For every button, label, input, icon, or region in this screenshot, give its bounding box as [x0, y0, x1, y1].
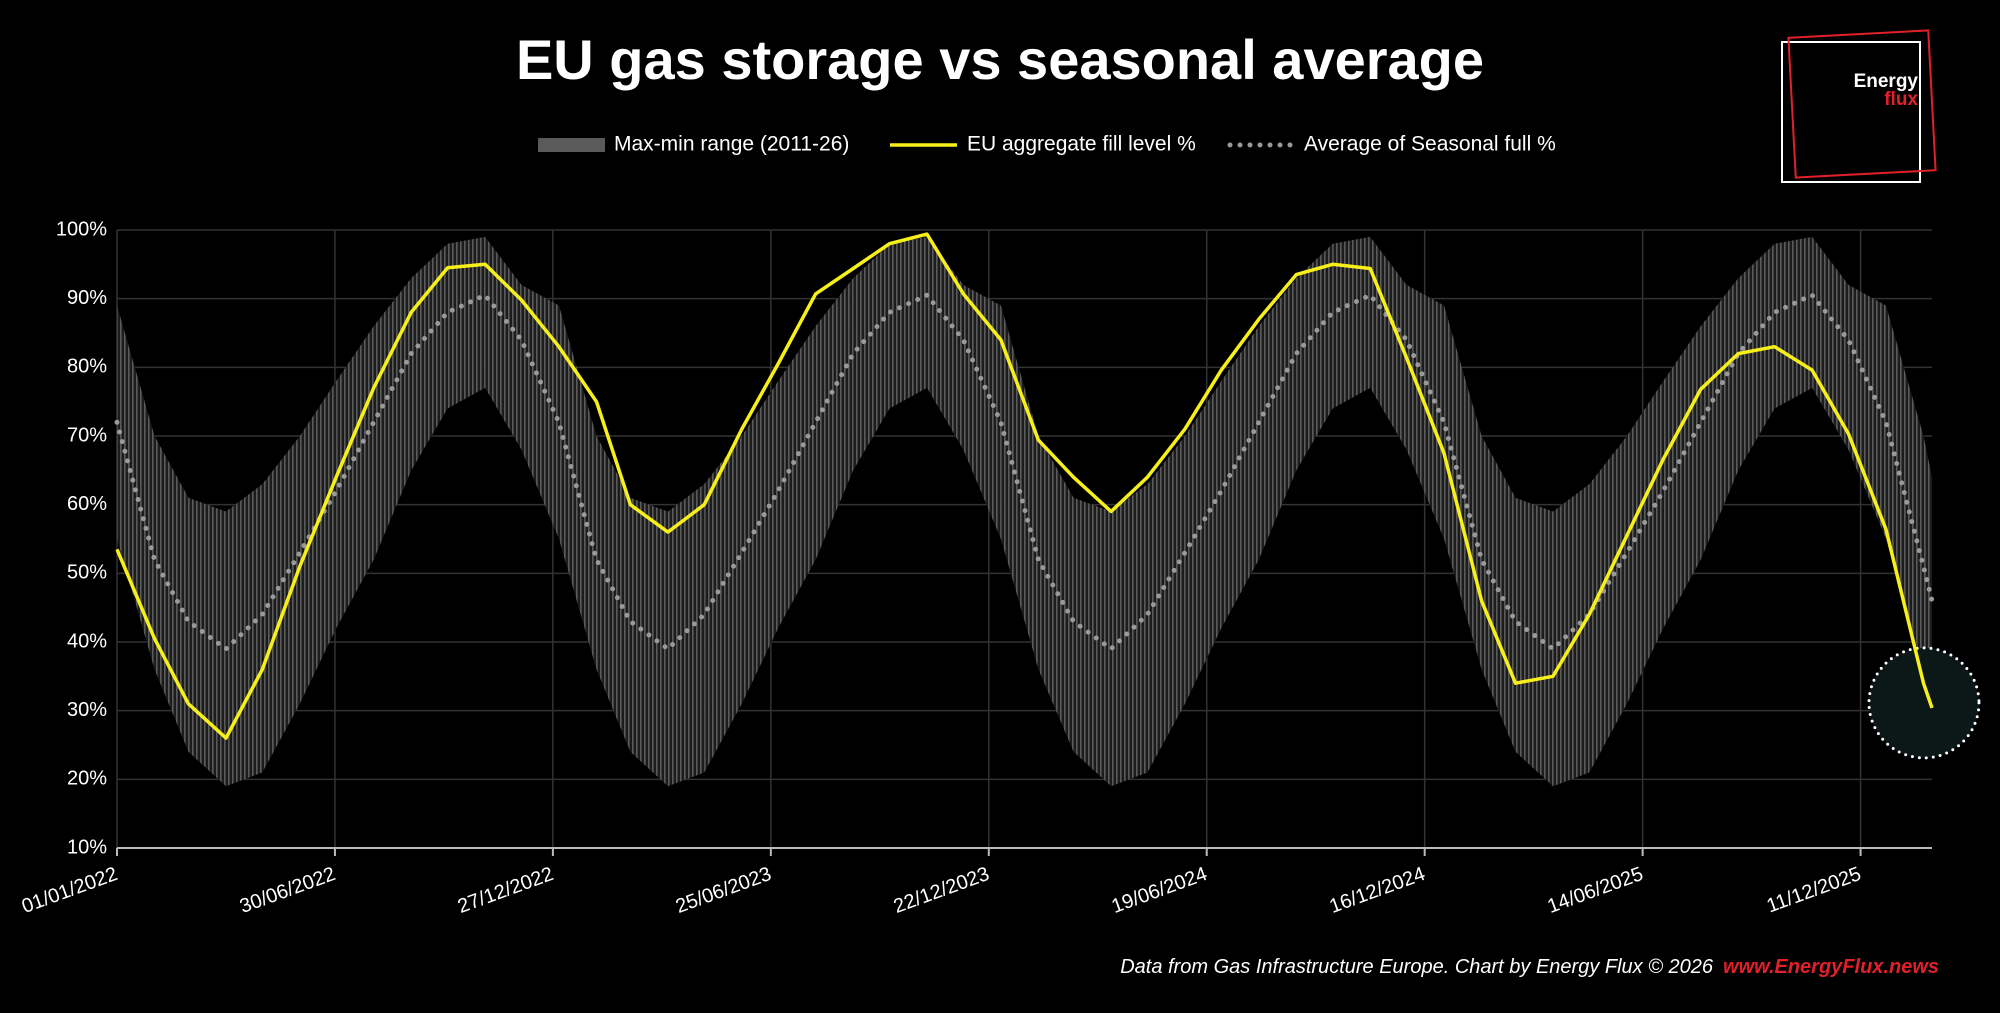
range-segment — [927, 236, 964, 450]
y-tick-label: 20% — [67, 768, 107, 790]
range-segment — [1663, 326, 1701, 629]
legend-label: Average of Seasonal full % — [1304, 133, 1556, 156]
range-segment — [1073, 497, 1112, 787]
range-segment — [853, 243, 890, 471]
range-segment — [1923, 436, 1932, 704]
series-line — [114, 292, 1935, 652]
range-segment — [1774, 236, 1813, 409]
y-tick-label: 60% — [67, 493, 107, 515]
logo: Energy flux — [1781, 29, 1937, 183]
logo-frame — [1781, 41, 1921, 183]
y-tick-label: 70% — [67, 424, 107, 446]
logo-text: flux — [1884, 89, 1918, 110]
highlight-circle — [1867, 646, 1981, 760]
legend: Max-min range (2011-26) EU aggregate fill… — [538, 133, 1556, 156]
range-segment — [447, 236, 486, 409]
range-segment — [262, 436, 300, 773]
range-segment — [1738, 243, 1775, 471]
y-tick-label: 10% — [67, 836, 107, 858]
range-segment — [704, 436, 742, 773]
range-segment — [373, 278, 412, 560]
range-segment — [1184, 381, 1222, 704]
range-segment — [1812, 236, 1849, 450]
range-segment — [778, 326, 816, 629]
legend-swatch — [538, 138, 605, 152]
y-tick-label: 40% — [67, 630, 107, 652]
range-segment — [630, 497, 668, 787]
legend-label: EU aggregate fill level % — [967, 133, 1196, 156]
range-segment — [1553, 484, 1590, 787]
y-tick-label: 90% — [67, 287, 107, 309]
range-segment — [1515, 497, 1554, 787]
range-segment — [1589, 436, 1627, 773]
range-segment — [1147, 436, 1185, 773]
range-segment — [299, 381, 337, 704]
series-line — [115, 232, 1934, 740]
range-segment — [1111, 484, 1148, 787]
range-segment — [1626, 381, 1664, 704]
y-tick-label: 50% — [67, 562, 107, 584]
range-segment — [336, 326, 374, 629]
logo-text: Energy — [1854, 71, 1919, 92]
range-segment — [1332, 236, 1371, 409]
footer-url: www.EnergyFlux.news — [1723, 956, 1939, 978]
range-segment — [596, 436, 631, 752]
chart-title: EU gas storage vs seasonal average — [516, 28, 1484, 91]
range-segment — [1296, 243, 1333, 471]
range-segment — [1700, 278, 1739, 560]
y-tick-label: 80% — [67, 356, 107, 378]
range-segment — [1406, 284, 1445, 539]
range-segment — [225, 484, 263, 787]
range-segment — [1481, 436, 1516, 752]
range-segment — [1848, 284, 1886, 539]
footer-source: Data from Gas Infrastructure Europe. Cha… — [1120, 956, 1714, 978]
range-segment — [889, 236, 928, 409]
legend-label: Max-min range (2011-26) — [614, 133, 849, 156]
range-segment — [521, 284, 559, 539]
y-tick-label: 100% — [56, 218, 107, 240]
range-segment — [741, 381, 779, 704]
footer: Data from Gas Infrastructure Europe. Cha… — [1120, 956, 1939, 978]
range-segment — [963, 284, 1001, 539]
y-tick-label: 30% — [67, 699, 107, 721]
range-segment — [815, 278, 854, 560]
range-segment — [1221, 326, 1259, 629]
range-segment — [1258, 278, 1297, 560]
range-segment — [1000, 305, 1039, 670]
logo-frame-red — [1787, 29, 1937, 179]
range-segment — [1885, 305, 1924, 670]
range-segment — [667, 484, 705, 787]
